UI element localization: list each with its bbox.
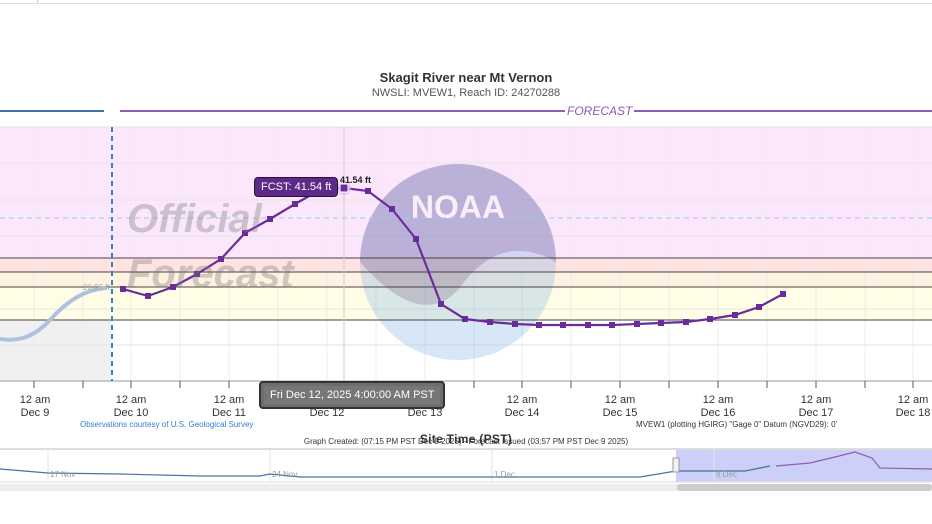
usgs-credit-link[interactable]: Observations courtesy of U.S. Geological… bbox=[80, 420, 254, 429]
value-tooltip: FCST: 41.54 ft bbox=[254, 177, 339, 197]
navigator-selection bbox=[676, 450, 932, 482]
x-tick: 12 am Dec 14 bbox=[504, 394, 540, 419]
noaa-logo-watermark: NOAA bbox=[360, 164, 556, 360]
x-tick: 12 am Dec 17 bbox=[798, 394, 834, 419]
moderate-flood-band bbox=[0, 258, 932, 272]
observed-last-value: 26.96 ft bbox=[83, 283, 110, 292]
observed-series bbox=[0, 286, 107, 342]
scrollbar-track bbox=[0, 484, 932, 491]
chart-title: Skagit River near Mt Vernon bbox=[379, 70, 553, 85]
x-tick: 12 am Dec 18 bbox=[895, 394, 931, 419]
navigator-handle bbox=[672, 457, 680, 473]
forecast-series bbox=[122, 186, 784, 327]
datum-note: MVEW1 (plotting HGIRG) "Gage 0" Datum (N… bbox=[636, 420, 838, 429]
peak-marker bbox=[339, 183, 349, 193]
navigator-label: 17 Nov bbox=[50, 470, 76, 479]
forecast-header: FORECAST bbox=[565, 104, 635, 118]
x-axis-title: Site Time (PST) bbox=[419, 432, 513, 446]
navigator-label: 8 Dec bbox=[716, 470, 737, 479]
minor-flood-band bbox=[0, 272, 932, 287]
scrollbar-thumb bbox=[677, 484, 932, 491]
svg-text:NOAA: NOAA bbox=[411, 189, 505, 225]
x-tick: 12 am Dec 9 bbox=[19, 394, 51, 419]
watermark-forecast: Forecast bbox=[127, 252, 294, 296]
navigator-label: 1 Dec bbox=[494, 470, 515, 479]
x-tick: 12 am Dec 16 bbox=[700, 394, 736, 419]
top-divider bbox=[0, 0, 932, 4]
watermark-official: Official bbox=[127, 197, 262, 241]
x-tick: 12 am Dec 11 bbox=[211, 394, 247, 419]
chart-subtitle: NWSLI: MVEW1, Reach ID: 24270288 bbox=[371, 87, 561, 99]
graph-created-note: Graph Created: (07:15 PM PST Dec 9 2025)… bbox=[303, 437, 629, 446]
peak-value-label: 41.54 ft bbox=[340, 175, 372, 185]
navigator-label: 24 Nov bbox=[272, 470, 298, 479]
x-tick: 12 am Dec 15 bbox=[602, 394, 638, 419]
x-tick: 12 am Dec 10 bbox=[113, 394, 149, 419]
time-tooltip: Fri Dec 12, 2025 4:00:00 AM PST bbox=[259, 381, 446, 409]
